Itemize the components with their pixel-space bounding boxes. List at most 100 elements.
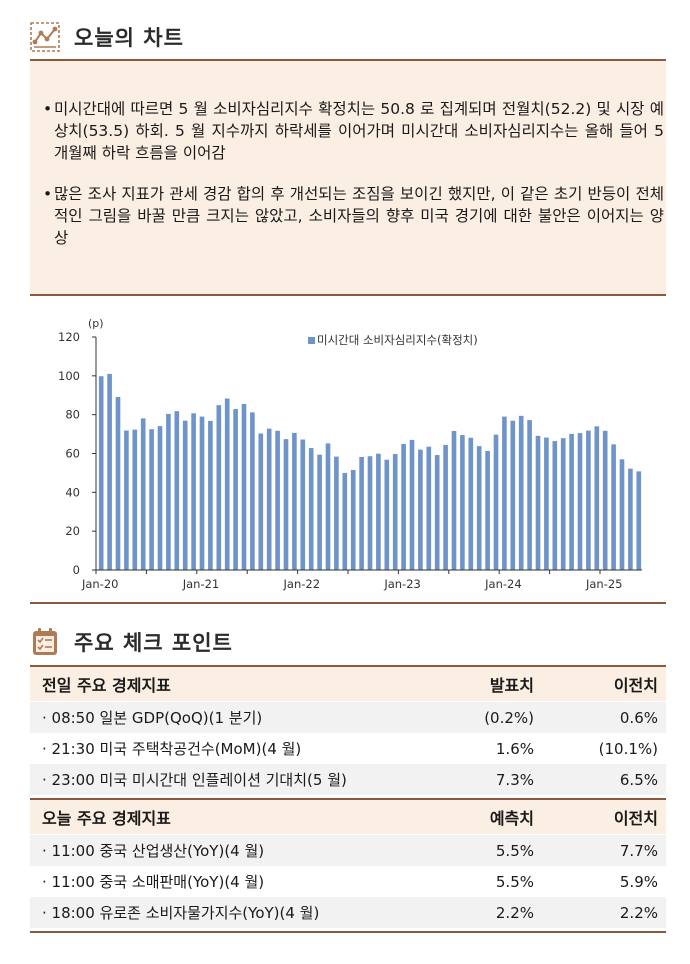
bar [544, 437, 549, 570]
bar [149, 429, 154, 570]
table-header: 전일 주요 경제지표 발표치 이전치 [30, 667, 666, 701]
x-tick-label: Jan-24 [484, 577, 522, 591]
bar [166, 413, 171, 570]
bar [350, 470, 356, 570]
table-header-col1: 발표치 [414, 667, 540, 701]
bar [628, 468, 633, 570]
bar [468, 437, 474, 570]
bar [275, 430, 280, 570]
table-row: · 18:00 유로존 소비자물가지수(YoY)(4 월) 2.2% 2.2% [30, 897, 666, 928]
bar [376, 453, 381, 570]
x-tick-label: Jan-20 [81, 577, 119, 591]
indicator-name: · 21:30 미국 주택착공건수(MoM)(4 월) [42, 740, 302, 758]
bar [208, 420, 213, 570]
indicator-previous: 2.2% [619, 903, 658, 922]
section-divider [30, 665, 666, 667]
table-row: · 08:50 일본 GDP(QoQ)(1 분기) (0.2%) 0.6% [30, 702, 666, 733]
bar [224, 398, 230, 570]
x-tick-label: Jan-21 [182, 577, 220, 591]
bar [384, 459, 390, 570]
y-tick-label: 120 [58, 330, 80, 344]
checkpoint-section-header: 주요 체크 포인트 [30, 627, 233, 657]
indicator-name: · 11:00 중국 소매판매(YoY)(4 월) [42, 873, 265, 891]
bar [241, 403, 247, 570]
bar [493, 434, 499, 570]
bar [409, 439, 415, 570]
bar [535, 435, 541, 570]
table-header-col2: 이전치 [540, 800, 666, 834]
bar [636, 471, 642, 570]
bar [157, 426, 163, 570]
indicator-previous: 7.7% [619, 841, 658, 860]
table-header-col2: 이전치 [540, 667, 666, 701]
indicator-value: 1.6% [495, 739, 534, 758]
bar [317, 454, 322, 570]
bar [132, 429, 138, 570]
bar [586, 430, 591, 570]
bar [552, 441, 558, 570]
table-header-label: 오늘 주요 경제지표 [30, 800, 414, 834]
bar [569, 433, 574, 570]
bar [460, 435, 465, 570]
bar [518, 415, 524, 570]
bar [283, 439, 289, 570]
indicator-name: · 08:50 일본 GDP(QoQ)(1 분기) [42, 709, 263, 727]
indicator-name: · 18:00 유로존 소비자물가지수(YoY)(4 월) [42, 904, 320, 922]
x-tick-label: Jan-22 [283, 577, 321, 591]
y-tick-label: 100 [58, 369, 80, 383]
indicator-value: 7.3% [495, 770, 534, 789]
bar [502, 416, 507, 570]
yesterday-indicators-table: 전일 주요 경제지표 발표치 이전치 · 08:50 일본 GDP(QoQ)(1… [30, 667, 666, 795]
summary-bullet: 많은 조사 지표가 관세 경감 합의 후 개선되는 조짐을 보이긴 했지만, 이… [43, 183, 664, 249]
bar [334, 456, 339, 570]
chart-section-header: 오늘의 차트 [30, 22, 184, 52]
bar [98, 376, 104, 570]
bar [258, 433, 264, 570]
bar [611, 444, 616, 570]
indicator-previous: (10.1%) [598, 739, 658, 758]
bar [527, 420, 532, 570]
legend-swatch [308, 337, 315, 344]
bar [115, 396, 121, 570]
section-title: 오늘의 차트 [74, 26, 184, 50]
x-tick-label: Jan-23 [383, 577, 421, 591]
table-row: · 23:00 미국 미시간대 인플레이션 기대치(5 월) 7.3% 6.5% [30, 764, 666, 795]
today-indicators-table: 오늘 주요 경제지표 예측치 이전치 · 11:00 중국 산업생산(YoY)(… [30, 800, 666, 928]
bar [485, 450, 490, 570]
bar [510, 420, 516, 570]
indicator-previous: 5.9% [619, 872, 658, 891]
bar [577, 433, 583, 570]
bar [216, 405, 222, 570]
bar [443, 444, 448, 570]
table-row: · 11:00 중국 산업생산(YoY)(4 월) 5.5% 7.7% [30, 835, 666, 866]
section-divider [30, 59, 666, 61]
bar [401, 443, 406, 570]
indicator-name: · 23:00 미국 미시간대 인플레이션 기대치(5 월) [42, 771, 347, 789]
section-title: 주요 체크 포인트 [74, 631, 233, 655]
table-row: · 21:30 미국 주택착공건수(MoM)(4 월) 1.6% (10.1%) [30, 733, 666, 764]
bar [594, 426, 600, 570]
bar [140, 418, 146, 570]
bar [434, 455, 440, 570]
bar [367, 456, 373, 570]
checklist-icon [30, 627, 60, 657]
table-row: · 11:00 중국 소매판매(YoY)(4 월) 5.5% 5.9% [30, 866, 666, 897]
table-header: 오늘 주요 경제지표 예측치 이전치 [30, 800, 666, 834]
bar [199, 416, 205, 570]
bar [451, 430, 457, 570]
bar [325, 443, 331, 570]
y-tick-label: 20 [65, 524, 80, 538]
bar [300, 439, 306, 570]
indicator-forecast: 5.5% [495, 841, 534, 860]
y-tick-label: 0 [73, 563, 80, 577]
table-divider [30, 931, 666, 933]
chart-canvas: (p) 미시간대 소비자심리지수(확정치) 0 20 40 60 80 100 120 Ja… [58, 317, 642, 591]
bar [250, 412, 255, 570]
legend-label: 미시간대 소비자심리지수(확정치) [317, 333, 478, 347]
bar [426, 446, 432, 570]
indicator-name: · 11:00 중국 산업생산(YoY)(4 월) [42, 842, 265, 860]
indicator-value: (0.2%) [484, 708, 534, 727]
bar [392, 454, 398, 570]
table-divider [30, 798, 666, 800]
bar [359, 456, 364, 570]
